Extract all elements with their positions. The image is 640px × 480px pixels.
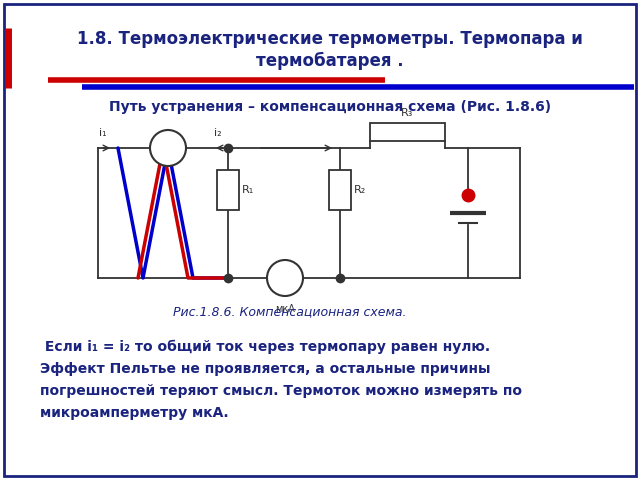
Text: 1.8. Термоэлектрические термометры. Термопара и: 1.8. Термоэлектрические термометры. Терм…: [77, 30, 583, 48]
Text: погрешностей теряют смысл. Термоток можно измерять по: погрешностей теряют смысл. Термоток можн…: [40, 384, 522, 398]
Text: микроамперметру мкА.: микроамперметру мкА.: [40, 406, 228, 420]
Text: Рис.1.8.6. Компенсационная схема.: Рис.1.8.6. Компенсационная схема.: [173, 305, 407, 318]
Text: Путь устранения – компенсационная схема (Рис. 1.8.6): Путь устранения – компенсационная схема …: [109, 100, 551, 114]
Text: Эффект Пельтье не проявляется, а остальные причины: Эффект Пельтье не проявляется, а остальн…: [40, 362, 490, 376]
Text: i₂: i₂: [214, 128, 222, 138]
Circle shape: [150, 130, 186, 166]
Text: мкА: мкА: [275, 304, 295, 314]
Text: R₂: R₂: [354, 185, 366, 195]
Bar: [329, 170, 351, 210]
Bar: [370, 123, 445, 141]
Text: R₃: R₃: [401, 108, 413, 118]
Bar: [217, 170, 239, 210]
Circle shape: [267, 260, 303, 296]
Text: термобатарея .: термобатарея .: [256, 52, 404, 70]
Text: Если i₁ = i₂ то общий ток через термопару равен нулю.: Если i₁ = i₂ то общий ток через термопар…: [40, 340, 490, 354]
Text: R₁: R₁: [242, 185, 254, 195]
Text: i₁: i₁: [99, 128, 107, 138]
